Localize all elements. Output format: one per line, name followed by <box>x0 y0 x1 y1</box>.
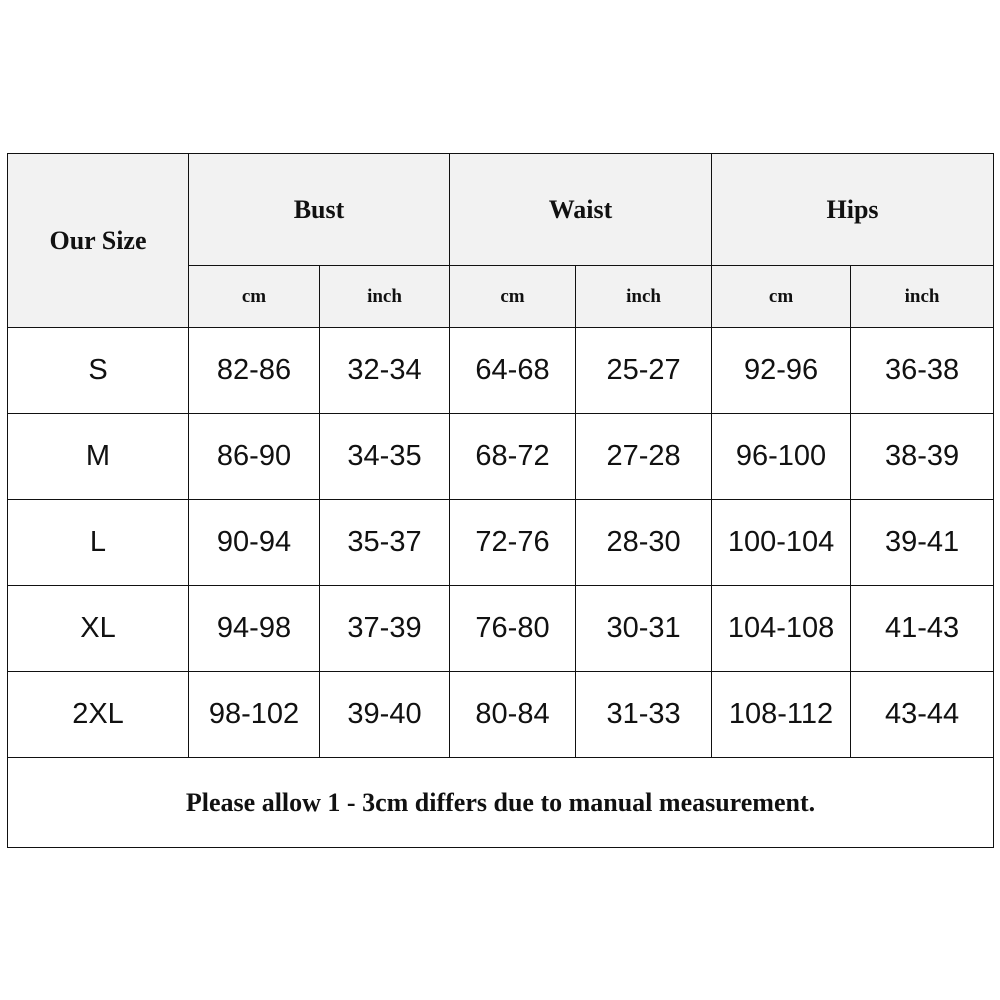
measurement-cell: 35-37 <box>318 499 451 586</box>
measurement-cell: 72-76 <box>449 499 577 586</box>
measurement-cell: 100-104 <box>711 499 852 586</box>
header-row-units: cm inch cm inch cm inch <box>8 265 995 328</box>
size-cell: M <box>7 413 189 500</box>
measurement-cell: 38-39 <box>850 413 995 500</box>
measurement-cell: 104-108 <box>711 585 852 672</box>
hips-header: Hips <box>711 153 995 266</box>
table-row: XL 94-98 37-39 76-80 30-31 104-108 41-43 <box>7 585 995 672</box>
unit-header: cm <box>449 265 577 328</box>
measurement-cell: 92-96 <box>711 327 852 414</box>
unit-header: inch <box>575 265 713 328</box>
measurement-cell: 82-86 <box>188 327 320 414</box>
measurement-cell: 94-98 <box>188 585 320 672</box>
measurement-cell: 34-35 <box>318 413 451 500</box>
measurement-cell: 96-100 <box>711 413 852 500</box>
measurement-cell: 37-39 <box>318 585 451 672</box>
unit-header: cm <box>711 265 852 328</box>
bust-header: Bust <box>187 153 451 266</box>
measurement-cell: 36-38 <box>850 327 995 414</box>
measurement-cell: 30-31 <box>575 585 713 672</box>
header-row-groups: Our Size Bust Waist Hips <box>7 153 995 328</box>
measurement-cell: 68-72 <box>449 413 577 500</box>
measurement-cell: 90-94 <box>188 499 320 586</box>
size-cell: XL <box>7 585 189 672</box>
size-cell: 2XL <box>7 671 189 758</box>
measurement-cell: 31-33 <box>575 671 713 758</box>
table-row: 2XL 98-102 39-40 80-84 31-33 108-112 43-44 <box>7 671 995 758</box>
note-row: Please allow 1 - 3cm differs due to manu… <box>6 757 995 848</box>
size-cell: S <box>7 327 189 414</box>
measurement-cell: 25-27 <box>575 327 713 414</box>
size-chart-table: Our Size Bust Waist Hips cm inch cm inch… <box>6 153 995 848</box>
table-row: S 82-86 32-34 64-68 25-27 92-96 36-38 <box>7 327 995 414</box>
measurement-cell: 98-102 <box>188 671 320 758</box>
measurement-cell: 32-34 <box>318 327 451 414</box>
measurement-cell: 76-80 <box>449 585 577 672</box>
measurement-cell: 80-84 <box>449 671 577 758</box>
unit-header: inch <box>850 265 995 328</box>
measurement-cell: 86-90 <box>188 413 320 500</box>
measurement-cell: 43-44 <box>850 671 995 758</box>
measurement-cell: 39-40 <box>318 671 451 758</box>
measurement-note: Please allow 1 - 3cm differs due to manu… <box>6 757 995 848</box>
measurement-cell: 39-41 <box>850 499 995 586</box>
table-row: M 86-90 34-35 68-72 27-28 96-100 38-39 <box>7 413 995 500</box>
size-cell: L <box>7 499 189 586</box>
measurement-cell: 28-30 <box>575 499 713 586</box>
unit-header: cm <box>188 265 320 328</box>
measurement-cell: 108-112 <box>711 671 852 758</box>
measurement-cell: 27-28 <box>575 413 713 500</box>
measurement-cell: 64-68 <box>449 327 577 414</box>
waist-header: Waist <box>449 153 713 266</box>
our-size-header: Our Size <box>7 153 189 328</box>
table-row: L 90-94 35-37 72-76 28-30 100-104 39-41 <box>7 499 995 586</box>
measurement-cell: 41-43 <box>850 585 995 672</box>
unit-header: inch <box>318 265 451 328</box>
